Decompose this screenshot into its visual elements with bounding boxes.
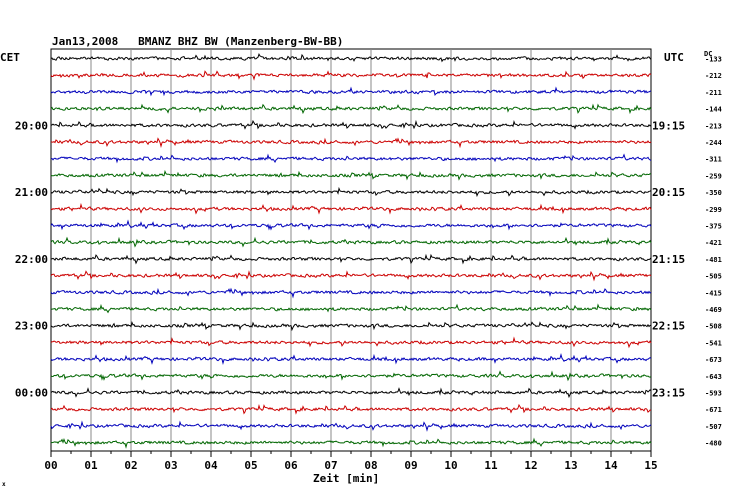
x-tick-label: 00 bbox=[44, 459, 57, 472]
dc-offset-label: -212 bbox=[705, 72, 722, 80]
x-tick-label: 13 bbox=[564, 459, 577, 472]
trace-11 bbox=[50, 219, 652, 231]
trace-9 bbox=[50, 186, 652, 198]
dc-offset-label: -671 bbox=[705, 406, 722, 414]
x-tick-label: 04 bbox=[204, 459, 218, 472]
trace-18 bbox=[50, 336, 652, 349]
trace-1 bbox=[50, 52, 652, 63]
x-tick-label: 08 bbox=[364, 459, 377, 472]
dc-offset-label: -593 bbox=[705, 390, 722, 398]
trace-4 bbox=[50, 103, 652, 115]
trace-17 bbox=[50, 321, 652, 332]
cet-hour-label: 22:00 bbox=[15, 253, 48, 266]
trace-22 bbox=[50, 403, 652, 415]
dc-offset-label: -133 bbox=[705, 56, 722, 64]
utc-hour-label: 19:15 bbox=[652, 119, 685, 132]
footnote-mark: x bbox=[2, 481, 6, 488]
dc-label: DC bbox=[704, 50, 712, 58]
x-tick-label: 09 bbox=[404, 459, 417, 472]
dc-offset-label: -643 bbox=[705, 373, 722, 381]
utc-hour-label: 20:15 bbox=[652, 186, 685, 199]
dc-offset-label: -144 bbox=[705, 106, 722, 114]
dc-offset-label: -508 bbox=[705, 323, 722, 331]
trace-20 bbox=[50, 370, 652, 382]
dc-offset-label: -350 bbox=[705, 189, 722, 197]
x-axis-label: Zeit [min] bbox=[313, 472, 379, 485]
trace-13 bbox=[51, 253, 652, 265]
trace-10 bbox=[50, 202, 652, 215]
dc-offset-label: -375 bbox=[705, 223, 722, 231]
cet-hour-label: 21:00 bbox=[15, 186, 48, 199]
chart-title: Jan13,2008 BMANZ BHZ BW (Manzenberg-BW-B… bbox=[52, 35, 343, 48]
x-tick-label: 03 bbox=[164, 459, 177, 472]
dc-offset-label: -259 bbox=[705, 172, 722, 180]
dc-offset-label: -481 bbox=[705, 256, 722, 264]
dc-offset-label: -541 bbox=[705, 339, 722, 347]
trace-15 bbox=[50, 287, 652, 299]
x-tick-label: 14 bbox=[604, 459, 618, 472]
dc-offset-labels: -133 -212 -211 -144 -213 -244 -311 -259 -350 -299… bbox=[705, 56, 722, 448]
x-tick-label: 15 bbox=[644, 459, 657, 472]
trace-24 bbox=[51, 437, 652, 449]
dc-offset-label: -213 bbox=[705, 122, 722, 130]
dc-offset-label: -480 bbox=[705, 440, 722, 448]
utc-hour-label: 22:15 bbox=[652, 320, 685, 333]
x-axis: 00 01 02 03 04 05 06 07 08 09 10 11 12 13 14 15 bbox=[44, 451, 658, 472]
time-grid bbox=[90, 49, 612, 451]
dc-offset-label: -505 bbox=[705, 273, 722, 281]
cet-hour-label: 00:00 bbox=[15, 387, 48, 400]
utc-hour-label: 21:15 bbox=[652, 253, 685, 266]
trace-12 bbox=[50, 236, 652, 248]
trace-19 bbox=[50, 353, 652, 365]
x-tick-label: 12 bbox=[524, 459, 537, 472]
dc-offset-label: -673 bbox=[705, 356, 722, 364]
dc-offset-label: -421 bbox=[705, 239, 722, 247]
trace-14 bbox=[50, 270, 652, 282]
dc-offset-label: -311 bbox=[705, 156, 722, 164]
dc-offset-label: -507 bbox=[705, 423, 722, 431]
utc-hour-label: 23:15 bbox=[652, 387, 685, 400]
traces bbox=[50, 52, 652, 449]
dc-offset-label: -299 bbox=[705, 206, 722, 214]
x-tick-label: 05 bbox=[244, 459, 257, 472]
x-tick-label: 02 bbox=[124, 459, 137, 472]
trace-6 bbox=[51, 137, 652, 149]
x-tick-label: 11 bbox=[484, 459, 498, 472]
right-zone-label: UTC bbox=[664, 51, 684, 64]
time-labels: 20:00 19:15 21:00 20:15 22:00 21:15 23:00 22:15… bbox=[15, 119, 685, 399]
trace-8 bbox=[50, 169, 652, 181]
trace-5 bbox=[50, 119, 652, 130]
dc-offset-label: -211 bbox=[705, 89, 722, 97]
trace-7 bbox=[50, 153, 652, 164]
dc-offset-label: -415 bbox=[705, 289, 722, 297]
cet-hour-label: 23:00 bbox=[15, 320, 48, 333]
cet-hour-label: 20:00 bbox=[15, 119, 48, 132]
dc-offset-label: -469 bbox=[705, 306, 722, 314]
left-zone-label: CET bbox=[0, 51, 20, 64]
x-tick-label: 07 bbox=[324, 459, 337, 472]
trace-3 bbox=[50, 86, 652, 97]
trace-2 bbox=[50, 70, 652, 81]
trace-23 bbox=[50, 420, 652, 432]
trace-21 bbox=[50, 387, 652, 399]
x-tick-label: 06 bbox=[284, 459, 298, 472]
x-tick-label: 10 bbox=[444, 459, 457, 472]
x-tick-label: 01 bbox=[84, 459, 98, 472]
trace-16 bbox=[50, 303, 652, 314]
dc-offset-label: -244 bbox=[705, 139, 722, 147]
